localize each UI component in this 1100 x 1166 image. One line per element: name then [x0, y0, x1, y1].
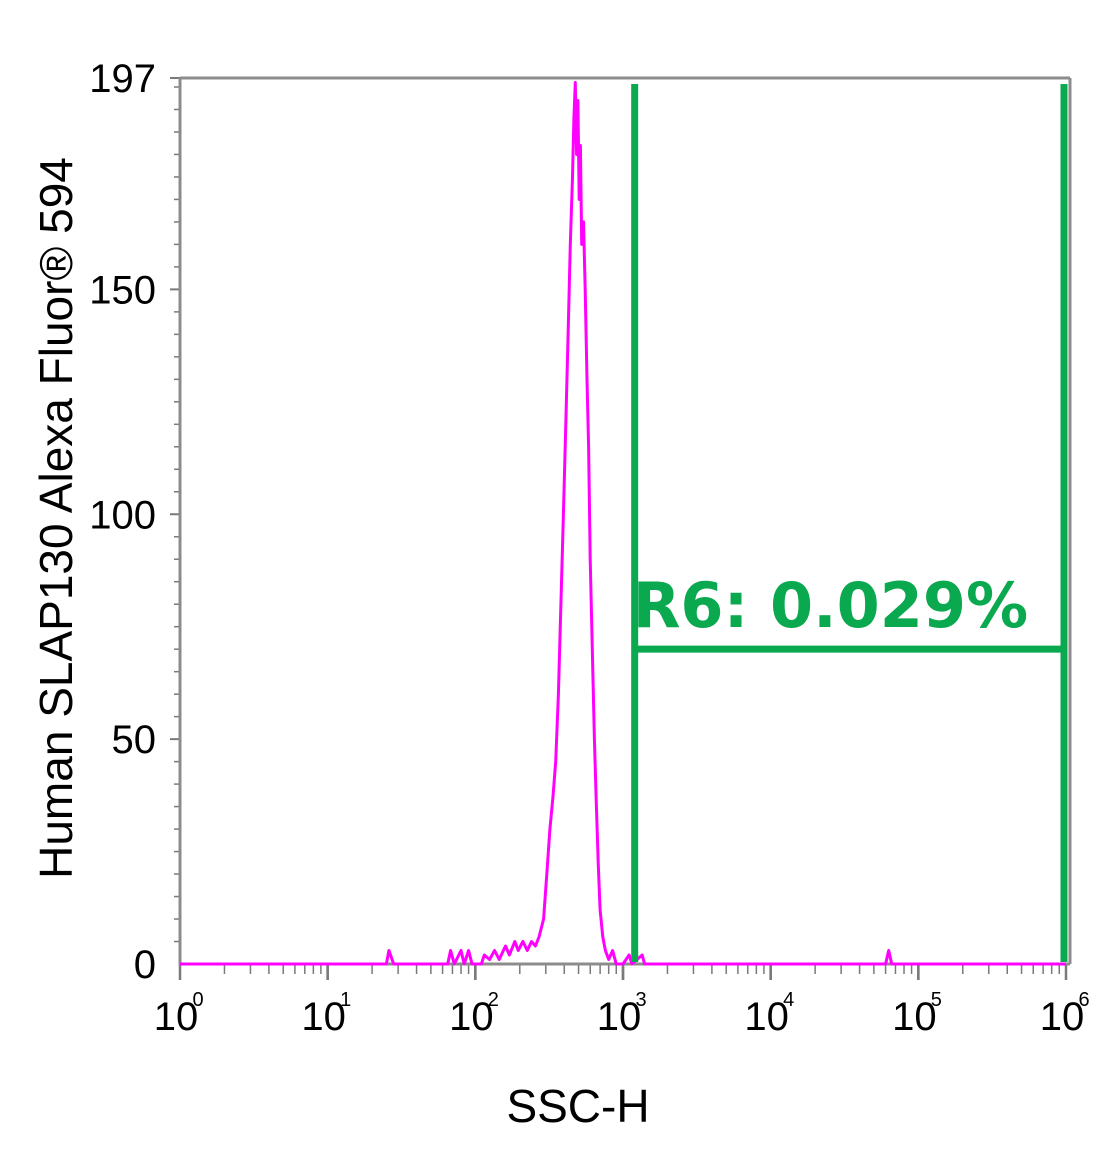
x-tick-base: 10	[892, 995, 937, 1039]
x-tick-label: 104	[744, 989, 794, 1039]
y-tick-label: 0	[134, 943, 156, 987]
x-tick-label: 105	[892, 989, 942, 1039]
x-tick-base: 10	[744, 995, 789, 1039]
y-tick-label: 100	[89, 493, 156, 537]
x-tick-exponent: 4	[783, 989, 794, 1011]
y-tick-labels: 0 50 100 150 197	[89, 57, 156, 987]
x-tick-label: 103	[597, 989, 647, 1039]
gate-layer: R6: 0.029%	[631, 84, 1068, 962]
y-axis-title: Human SLAP130 Alexa Fluor® 594	[30, 157, 82, 879]
x-tick-base: 10	[449, 995, 494, 1039]
x-tick-exponent: 5	[931, 989, 942, 1011]
x-tick-exponent: 1	[340, 989, 351, 1011]
y-tick-label: 150	[89, 268, 156, 312]
histogram-series-line	[180, 81, 1066, 966]
series-layer	[180, 81, 1066, 966]
x-tick-exponent: 6	[1078, 989, 1089, 1011]
x-tick-exponent: 2	[488, 989, 499, 1011]
x-tick-base: 10	[154, 995, 199, 1039]
plot-frame	[178, 76, 1072, 966]
minor-tick-group	[170, 77, 1068, 980]
x-tick-labels: 100 101 102 103 104 105 106	[154, 989, 1090, 1039]
x-tick-base: 10	[301, 995, 346, 1039]
x-tick-exponent: 3	[635, 989, 646, 1011]
x-axis-title: SSC-H	[506, 1080, 649, 1132]
x-tick-base: 10	[597, 995, 642, 1039]
x-tick-label: 101	[301, 989, 351, 1039]
x-tick-exponent: 0	[192, 989, 203, 1011]
y-tick-label: 197	[89, 57, 156, 101]
x-tick-label: 100	[154, 989, 204, 1039]
gate-label: R6: 0.029%	[633, 569, 1028, 642]
x-tick-label: 102	[449, 989, 499, 1039]
x-tick-base: 10	[1040, 995, 1085, 1039]
y-tick-label: 50	[112, 718, 157, 762]
x-tick-label: 106	[1040, 989, 1090, 1039]
